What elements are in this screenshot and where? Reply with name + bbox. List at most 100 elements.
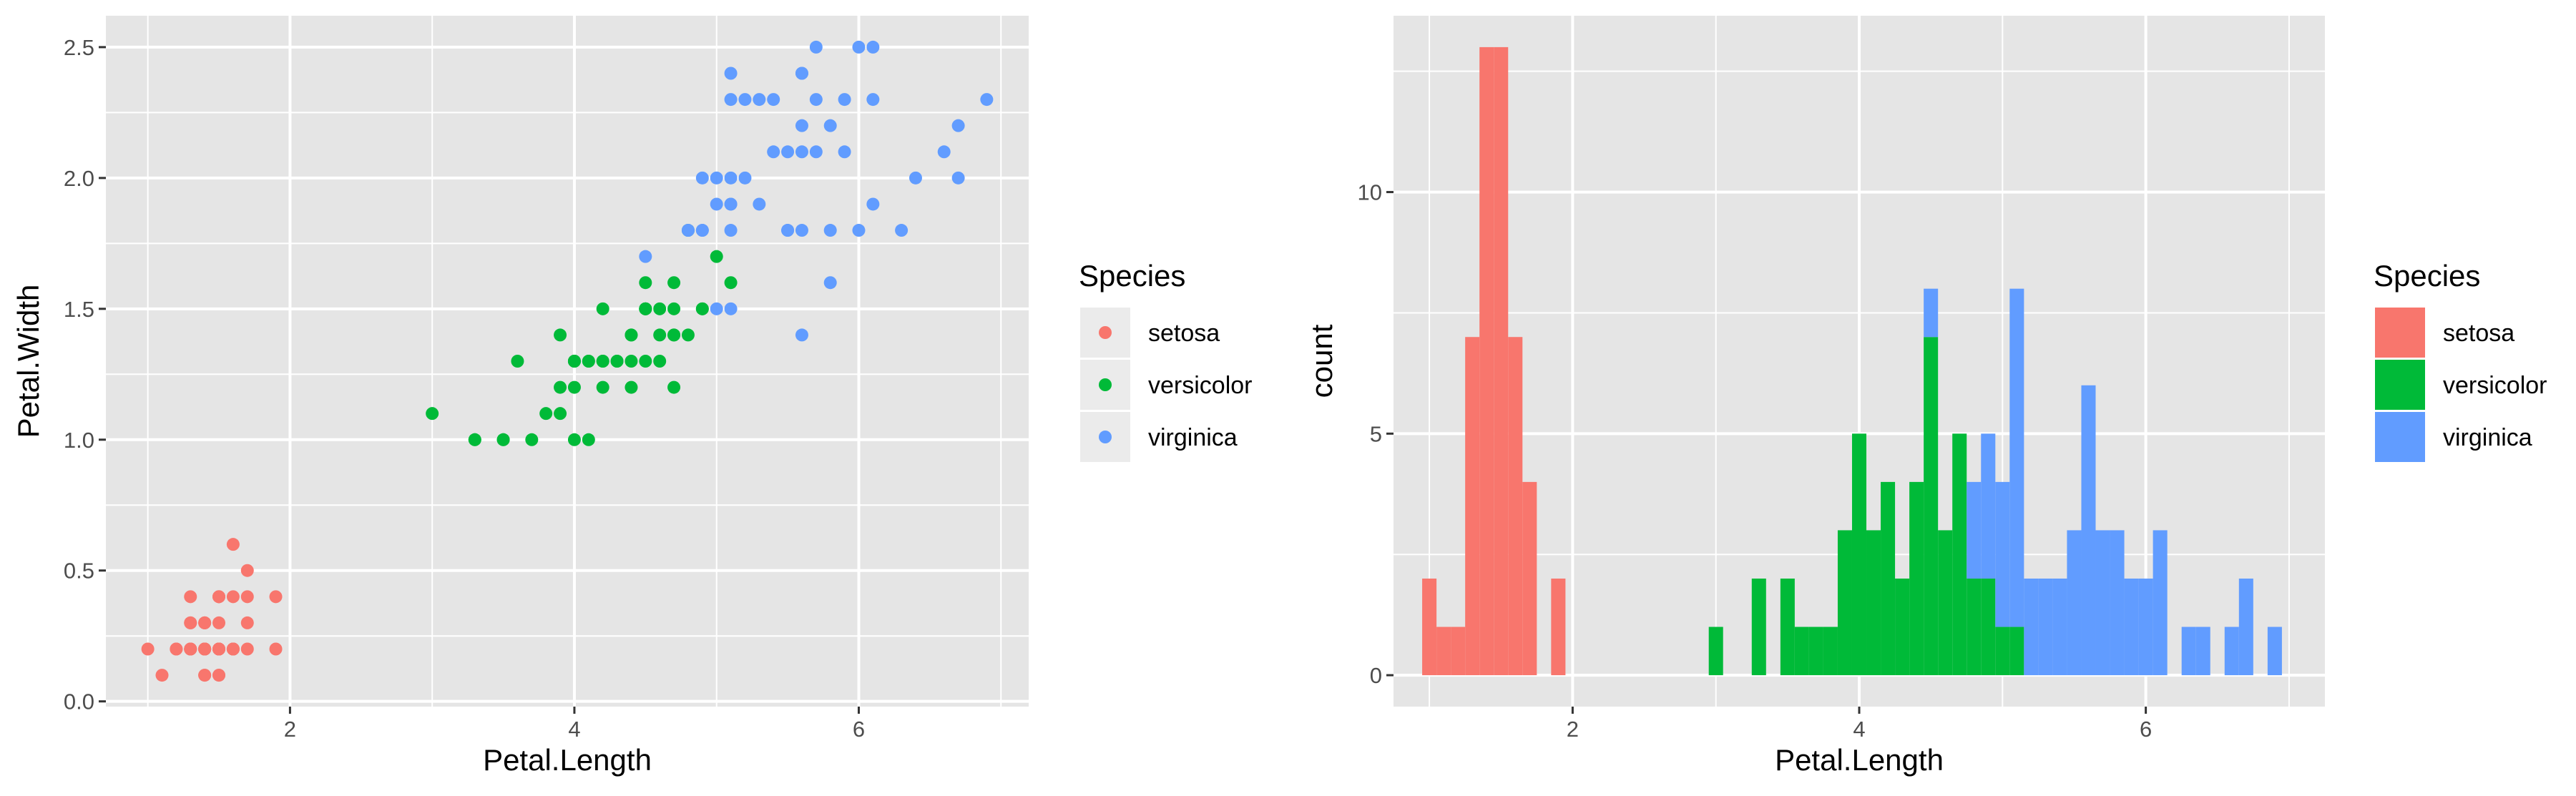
histogram-bar-setosa — [1551, 578, 1566, 676]
scatter-point-versicolor — [625, 328, 638, 342]
scatter-panel-background — [106, 16, 1029, 707]
histogram-bar-virginica — [2081, 385, 2096, 676]
histogram-bar-virginica — [2110, 530, 2125, 676]
scatter-point-setosa — [184, 590, 197, 604]
scatter-point-virginica — [895, 224, 909, 237]
scatter-point-setosa — [240, 590, 254, 604]
histogram-bar-versicolor — [1952, 433, 1967, 676]
scatter-point-virginica — [695, 224, 709, 237]
scatter-point-versicolor — [639, 355, 652, 368]
scatter-point-virginica — [866, 197, 880, 211]
scatter-point-versicolor — [554, 328, 567, 342]
scatter-point-virginica — [710, 171, 723, 185]
scatter-point-virginica — [738, 93, 752, 107]
histogram-y-ticks: 0 5 10 — [1358, 180, 1394, 688]
histogram-x-tick-label: 4 — [1853, 717, 1865, 742]
scatter-point-virginica — [710, 302, 723, 315]
scatter-y-tick-label: 0.5 — [64, 559, 94, 584]
scatter-major-gridlines — [106, 16, 1029, 707]
scatter-x-tick-label: 6 — [853, 717, 865, 742]
scatter-point-virginica — [724, 197, 738, 211]
scatter-point-versicolor — [596, 302, 609, 315]
scatter-points — [141, 40, 994, 682]
scatter-point-virginica — [823, 276, 837, 290]
scatter-point-virginica — [838, 93, 851, 107]
histogram-bar-setosa — [1451, 627, 1466, 676]
histogram-bar-versicolor — [1794, 627, 1809, 676]
scatter-point-setosa — [170, 642, 183, 656]
scatter-y-tick-label: 2.0 — [64, 166, 94, 191]
scatter-y-ticks: 0.0 0.5 1.0 1.5 2.0 2.5 — [64, 35, 106, 714]
histogram-bar-virginica — [2195, 627, 2210, 676]
scatter-point-versicolor — [667, 328, 681, 342]
scatter-minor-gridlines — [106, 16, 1029, 707]
histogram-bar-setosa — [1508, 337, 1523, 676]
scatter-point-versicolor — [554, 380, 567, 394]
histogram-bar-virginica — [2138, 578, 2153, 676]
histogram-bar-versicolor — [1881, 481, 1896, 676]
histogram-bar-setosa — [1522, 481, 1537, 676]
scatter-point-versicolor — [667, 380, 681, 394]
scatter-legend: Species setosa versicolor virginica — [1079, 259, 1252, 462]
histogram-bar-setosa — [1479, 46, 1494, 676]
scatter-x-axis-title: Petal.Length — [483, 743, 652, 777]
histogram-legend-key-versicolor — [2375, 360, 2425, 410]
scatter-point-virginica — [823, 119, 837, 132]
scatter-point-setosa — [269, 590, 283, 604]
scatter-point-virginica — [866, 93, 880, 107]
scatter-point-setosa — [198, 669, 212, 682]
scatter-point-virginica — [951, 171, 965, 185]
histogram-bar-virginica — [2224, 627, 2239, 676]
scatter-point-setosa — [240, 642, 254, 656]
scatter-point-virginica — [809, 93, 823, 107]
scatter-point-virginica — [795, 328, 808, 342]
scatter-point-setosa — [226, 642, 240, 656]
scatter-point-versicolor — [681, 328, 695, 342]
histogram-x-ticks: 2 4 6 — [1567, 707, 2152, 742]
histogram-bar-versicolor — [1967, 578, 1982, 676]
scatter-point-versicolor — [653, 302, 667, 315]
histogram-bar-setosa — [1436, 627, 1451, 676]
scatter-point-virginica — [767, 93, 780, 107]
histogram-bar-virginica — [2038, 578, 2053, 676]
histogram-legend-label-versicolor: versicolor — [2443, 372, 2547, 399]
histogram-bar-versicolor — [1837, 530, 1852, 676]
scatter-point-versicolor — [511, 355, 524, 368]
scatter-point-setosa — [212, 616, 226, 629]
scatter-y-tick-label: 2.5 — [64, 35, 94, 60]
scatter-point-setosa — [226, 590, 240, 604]
scatter-point-virginica — [852, 40, 866, 54]
scatter-point-versicolor — [724, 276, 738, 290]
scatter-point-versicolor — [610, 355, 624, 368]
scatter-x-ticks: 2 4 6 — [284, 707, 865, 742]
scatter-legend-label-setosa: setosa — [1148, 320, 1220, 347]
scatter-point-virginica — [724, 67, 738, 80]
histogram-bar-setosa — [1465, 337, 1480, 676]
histogram-y-tick-label: 10 — [1358, 180, 1382, 205]
scatter-point-virginica — [639, 250, 652, 263]
histogram-bar-virginica — [2153, 530, 2168, 676]
scatter-chart: 2 4 6 0.0 0.5 1.0 1.5 2.0 2.5 Petal.Length Peta… — [11, 16, 1252, 777]
scatter-point-versicolor — [710, 250, 723, 263]
histogram-y-axis-title: count — [1305, 324, 1338, 398]
histogram-bar-versicolor — [1823, 627, 1838, 676]
histogram-bar-versicolor — [1909, 481, 1924, 676]
scatter-point-setosa — [212, 642, 226, 656]
scatter-point-versicolor — [582, 355, 595, 368]
scatter-point-setosa — [155, 669, 169, 682]
histogram-bar-versicolor — [2009, 627, 2024, 676]
scatter-y-axis-title: Petal.Width — [11, 285, 45, 438]
scatter-legend-point-setosa — [1099, 326, 1112, 339]
histogram-bar-setosa — [1422, 578, 1437, 676]
histogram-legend-key-setosa — [2375, 308, 2425, 358]
scatter-point-virginica — [795, 224, 808, 237]
scatter-point-versicolor — [554, 407, 567, 421]
scatter-point-versicolor — [639, 302, 652, 315]
scatter-point-setosa — [198, 616, 212, 629]
scatter-point-setosa — [212, 669, 226, 682]
scatter-point-versicolor — [625, 355, 638, 368]
scatter-point-virginica — [852, 224, 866, 237]
histogram-bar-versicolor — [1924, 337, 1939, 676]
scatter-point-virginica — [809, 40, 823, 54]
